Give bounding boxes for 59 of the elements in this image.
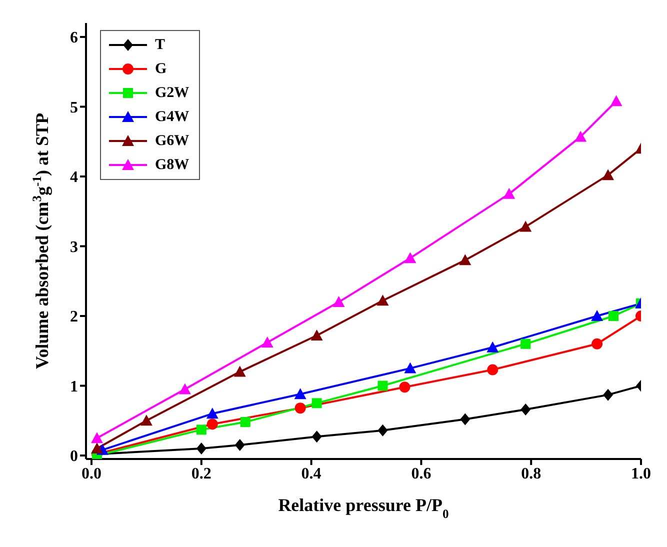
point xyxy=(520,403,531,416)
x-tick-label: 0.4 xyxy=(301,465,322,482)
point xyxy=(608,310,619,321)
point xyxy=(378,380,388,391)
point xyxy=(404,252,416,264)
point xyxy=(310,330,323,341)
x-tick-label: 0.6 xyxy=(411,465,432,482)
y-tick-label: 0 xyxy=(70,448,78,466)
point xyxy=(332,296,345,308)
x-tick-label: 0.2 xyxy=(191,465,212,482)
y-tick-label: 5 xyxy=(70,99,78,116)
y-tick-label: 1 xyxy=(70,378,78,396)
point xyxy=(610,95,622,106)
point xyxy=(592,338,603,350)
point xyxy=(486,341,499,352)
x-tick-label: 0.8 xyxy=(521,465,542,482)
point xyxy=(206,408,218,419)
point xyxy=(261,336,274,348)
y-tick-label: 3 xyxy=(70,238,78,256)
point xyxy=(404,362,416,374)
point xyxy=(574,130,587,142)
point xyxy=(399,382,410,393)
point xyxy=(602,169,614,180)
point xyxy=(196,442,206,455)
point xyxy=(520,338,531,349)
point xyxy=(487,364,498,376)
legend-label: G4W xyxy=(155,108,190,126)
x-axis-title: Relative pressure P/P$_{0}$ xyxy=(278,495,449,521)
point xyxy=(591,310,604,321)
point xyxy=(376,294,389,306)
point xyxy=(459,254,472,266)
point xyxy=(460,413,470,426)
point xyxy=(178,383,191,394)
y-tick-label: 4 xyxy=(70,169,78,186)
legend-label: G2W xyxy=(155,84,190,102)
point xyxy=(234,366,246,377)
legend-label: G6W xyxy=(155,132,190,150)
legend-label: G8W xyxy=(155,156,190,174)
point xyxy=(312,398,322,408)
legend-label: T xyxy=(155,36,166,54)
point xyxy=(294,402,306,414)
point xyxy=(196,424,206,435)
point xyxy=(294,388,306,400)
point xyxy=(90,442,103,454)
point xyxy=(90,432,103,444)
x-tick-label: 0.0 xyxy=(81,465,102,482)
point xyxy=(240,417,250,428)
y-tick-label: 6 xyxy=(70,30,78,47)
x-tick-label: 1.0 xyxy=(631,465,651,482)
y-tick-label: 2 xyxy=(70,308,78,326)
point xyxy=(603,388,614,401)
point xyxy=(234,439,245,452)
point xyxy=(140,414,152,426)
point xyxy=(378,424,388,436)
point xyxy=(520,220,532,232)
legend-label: G xyxy=(155,60,167,78)
point xyxy=(312,430,322,443)
point xyxy=(206,418,218,430)
point xyxy=(503,188,516,199)
